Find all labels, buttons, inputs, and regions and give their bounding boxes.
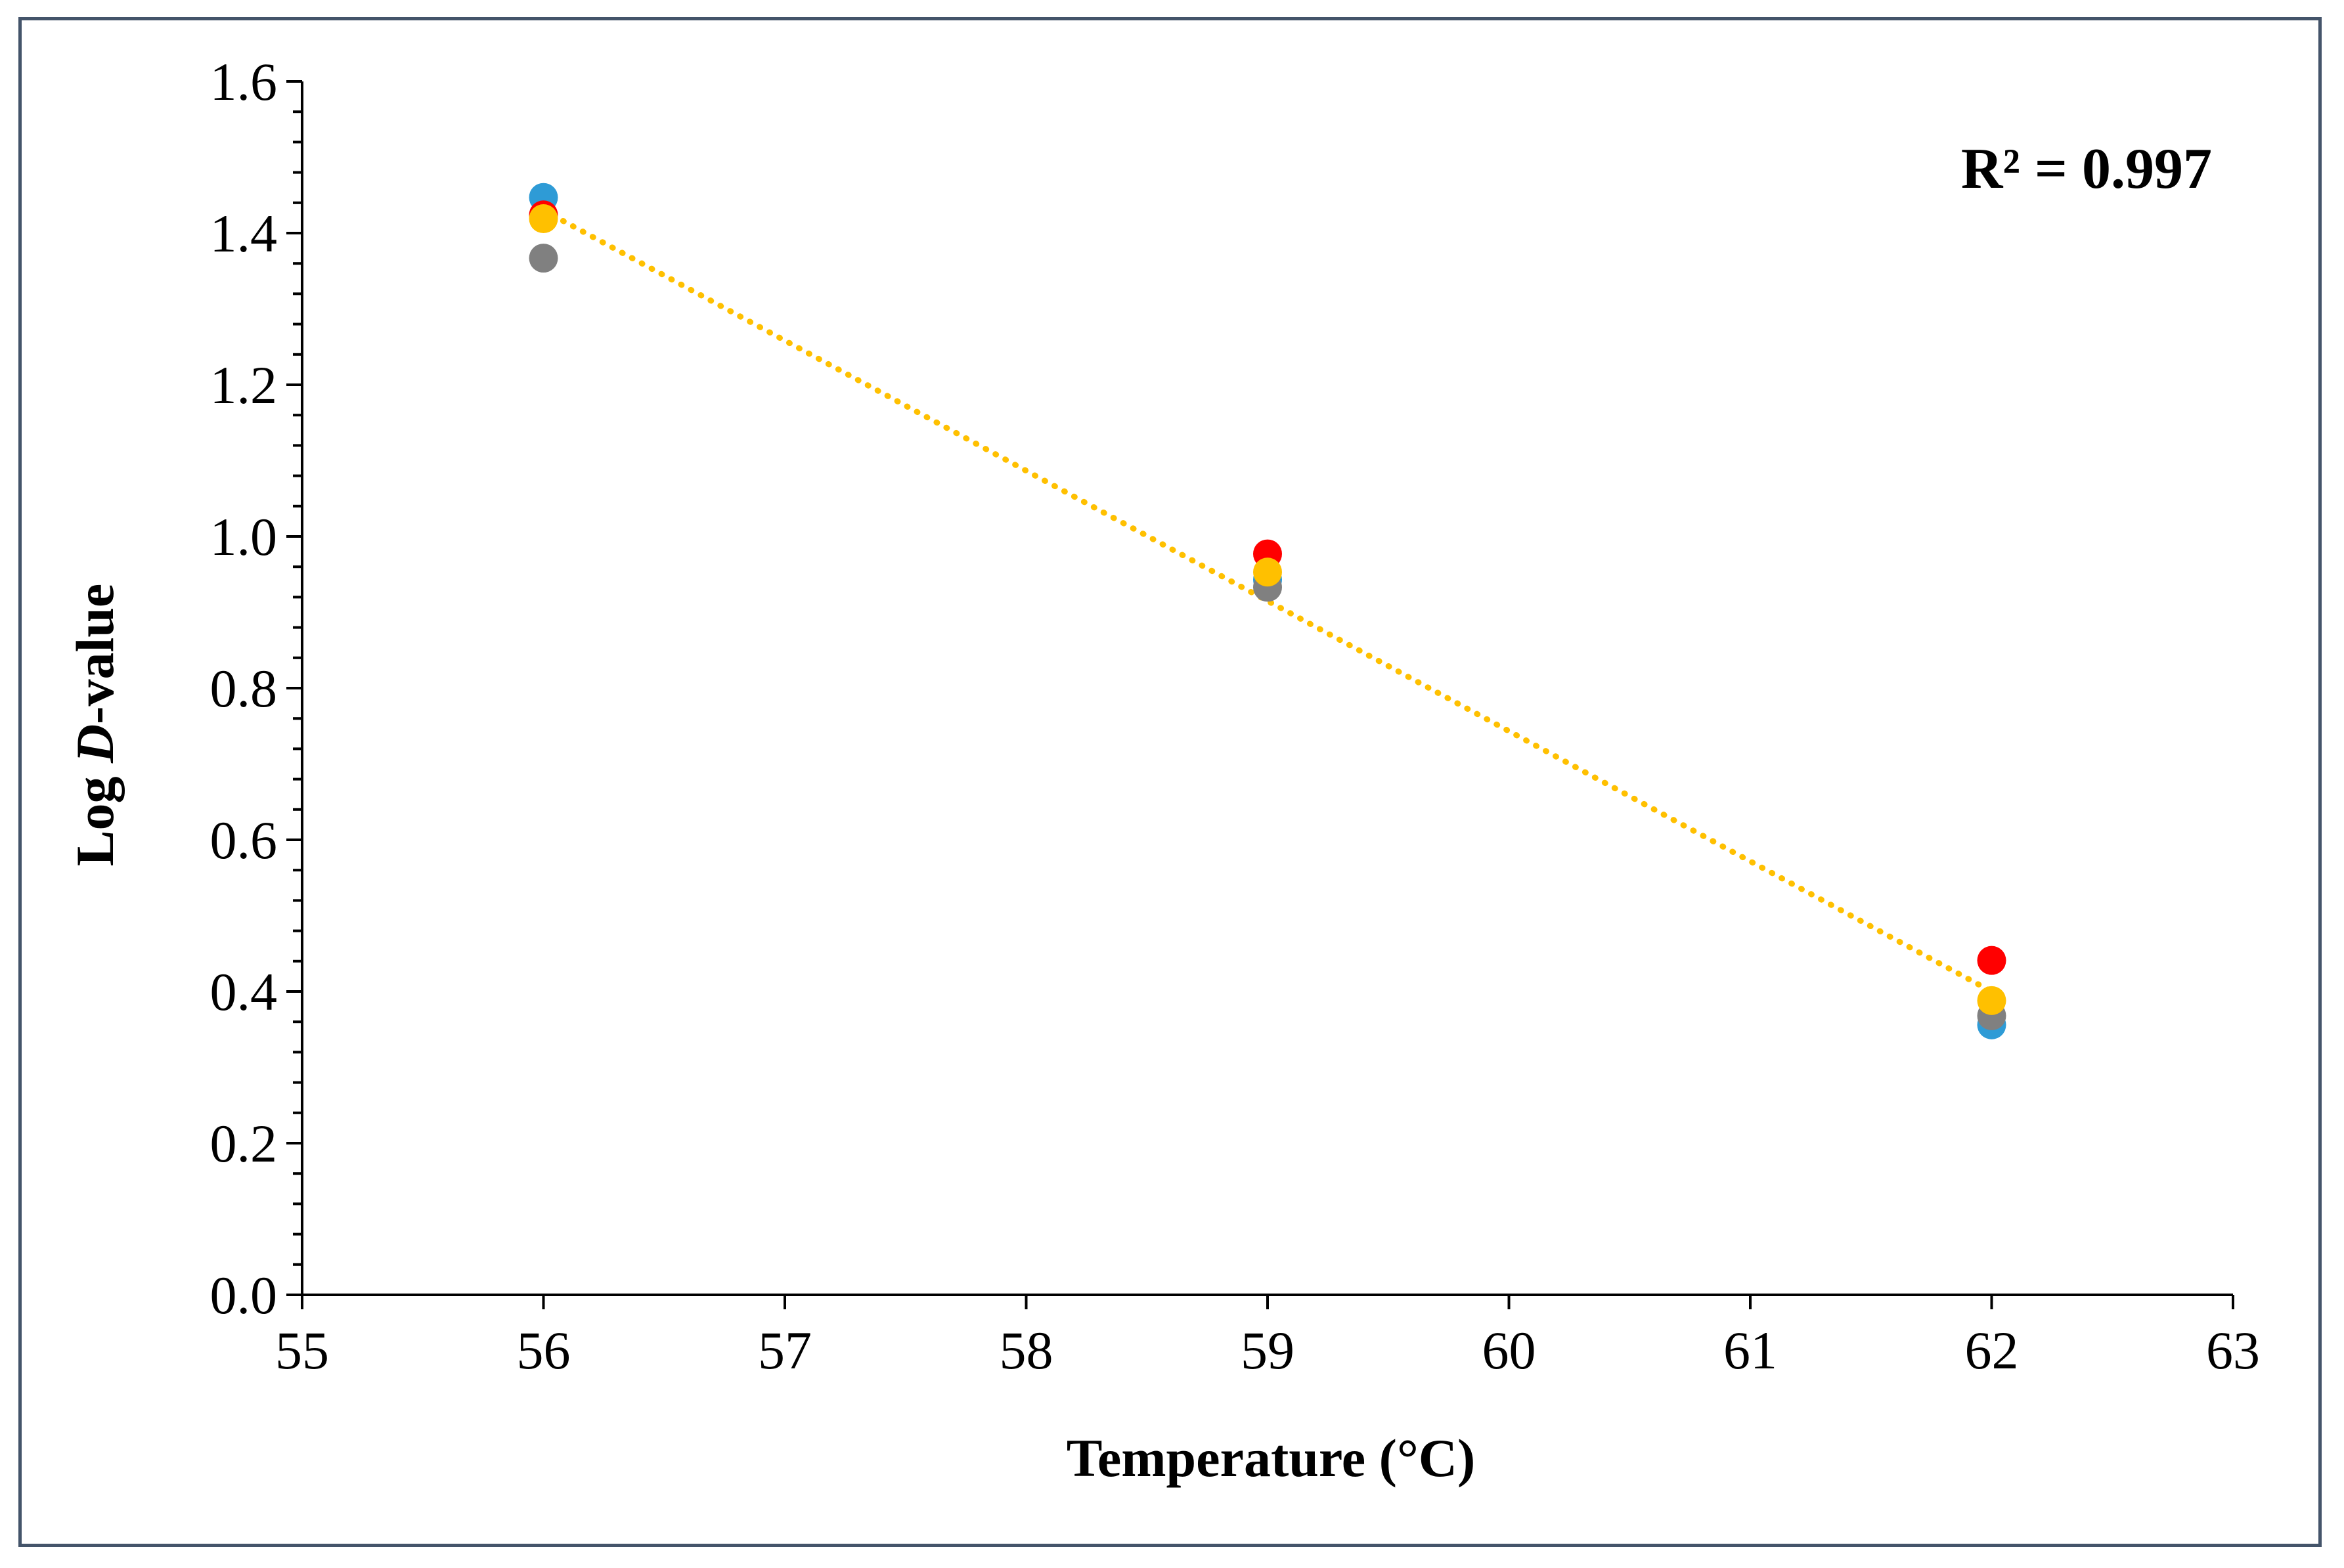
- x-tick-label: 62: [1965, 1320, 2019, 1380]
- y-tick-label: 1.4: [210, 204, 278, 263]
- x-tick-label: 58: [1000, 1320, 1053, 1380]
- trendline: [541, 207, 1995, 995]
- y-tick-label: 0.2: [210, 1114, 278, 1173]
- y-tick-label: 0.0: [210, 1265, 278, 1325]
- y-tick-label: 0.4: [210, 962, 278, 1022]
- y-axis-title: Log D-value: [65, 584, 125, 867]
- y-tick-label: 0.6: [210, 810, 278, 870]
- data-point: [529, 204, 558, 234]
- x-tick-label: 56: [517, 1320, 571, 1380]
- y-axis-title-prefix: Log: [65, 763, 125, 866]
- x-tick-label: 61: [1723, 1320, 1777, 1380]
- x-tick-label: 57: [758, 1320, 812, 1380]
- data-point: [1977, 986, 2006, 1015]
- data-points-layer: [529, 183, 2006, 1039]
- data-point: [1977, 946, 2006, 975]
- y-tick-label: 0.8: [210, 659, 278, 718]
- x-tick-label: 63: [2206, 1320, 2260, 1380]
- trendline-layer: [541, 207, 1995, 995]
- y-tick-label: 1.0: [210, 507, 278, 567]
- x-tick-label: 60: [1482, 1320, 1536, 1380]
- y-tick-label: 1.6: [210, 52, 278, 112]
- x-axis: 55 56 57 58 59 60 61 62 63: [275, 1294, 2260, 1380]
- chart-frame: [18, 17, 2322, 1547]
- x-axis-title: Temperature (°C): [1067, 1428, 1476, 1488]
- x-tick-label: 55: [275, 1320, 329, 1380]
- data-point: [529, 244, 558, 273]
- y-axis: 0.0 0.2 0.4 0.6 0.8 1.0 1.2 1.4 1.6: [210, 52, 303, 1325]
- y-axis-title-suffix: -value: [65, 584, 125, 724]
- y-axis-title-italic: D: [65, 724, 125, 764]
- r-squared-annotation: R² = 0.997: [1961, 137, 2212, 201]
- y-tick-label: 1.2: [210, 355, 278, 415]
- x-tick-label: 59: [1241, 1320, 1294, 1380]
- data-point: [1253, 557, 1282, 587]
